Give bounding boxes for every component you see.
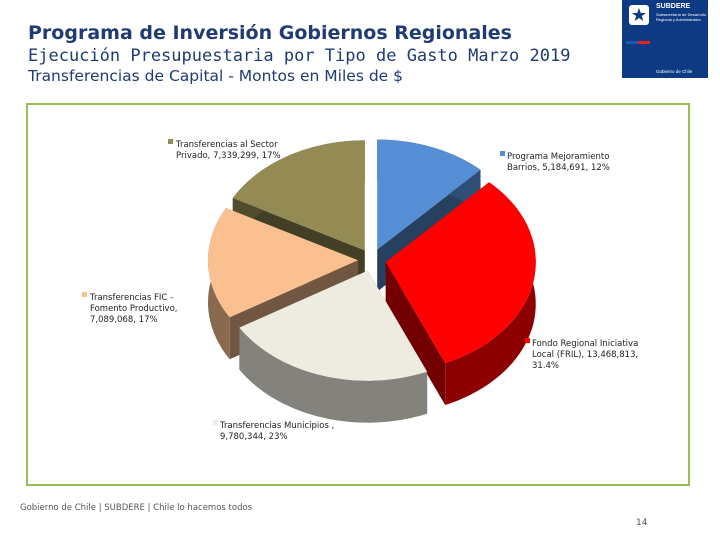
data-label: Transferencias al Sector Privado, 7,339,2… [175, 140, 281, 161]
legend-swatch [500, 151, 505, 156]
legend-swatch [525, 338, 530, 343]
pie-slice [385, 182, 536, 363]
legend-swatch [168, 139, 173, 144]
pie-slice [208, 208, 359, 318]
pie-slice [377, 139, 481, 250]
pie-slice [239, 270, 428, 381]
footer-text: Gobierno de Chile | SUBDERE | Chile lo h… [20, 503, 253, 513]
data-label: Fondo Regional Iniciativa Local (FRIL), 1… [532, 339, 638, 371]
page-subtitle-2: Transferencias de Capital - Montos en Mi… [28, 67, 403, 85]
data-label: Programa Mejoramiento Barrios, 5,184,691,… [507, 152, 610, 173]
subdere-logo: SUBDERE Subsecretaría de Desarrollo Regi… [622, 0, 708, 78]
flag-bar [626, 29, 651, 44]
legend-swatch [213, 420, 218, 425]
data-label: Transferencias FIC -Fomento Productivo, 7… [89, 293, 178, 325]
page-title: Programa de Inversión Gobiernos Regional… [28, 22, 512, 44]
pie-slice [232, 140, 365, 251]
legend-swatch [82, 292, 87, 297]
data-label: Transferencias Municipios , 9,780,344, 23… [219, 421, 334, 442]
logo-footer: Gobierno de Chile [656, 69, 693, 74]
pie-slice-side [239, 327, 428, 423]
logo-brand: SUBDERE [656, 3, 691, 10]
page-subtitle: Ejecución Presupuestaria por Tipo de Gas… [28, 46, 571, 66]
logo-tagline: Subsecretaría de Desarrollo Regional y A… [656, 12, 706, 22]
chart-frame [26, 103, 690, 486]
page-number: 14 [636, 518, 648, 528]
coat-of-arms-icon [629, 5, 649, 25]
pie-slice-wall [385, 261, 446, 405]
